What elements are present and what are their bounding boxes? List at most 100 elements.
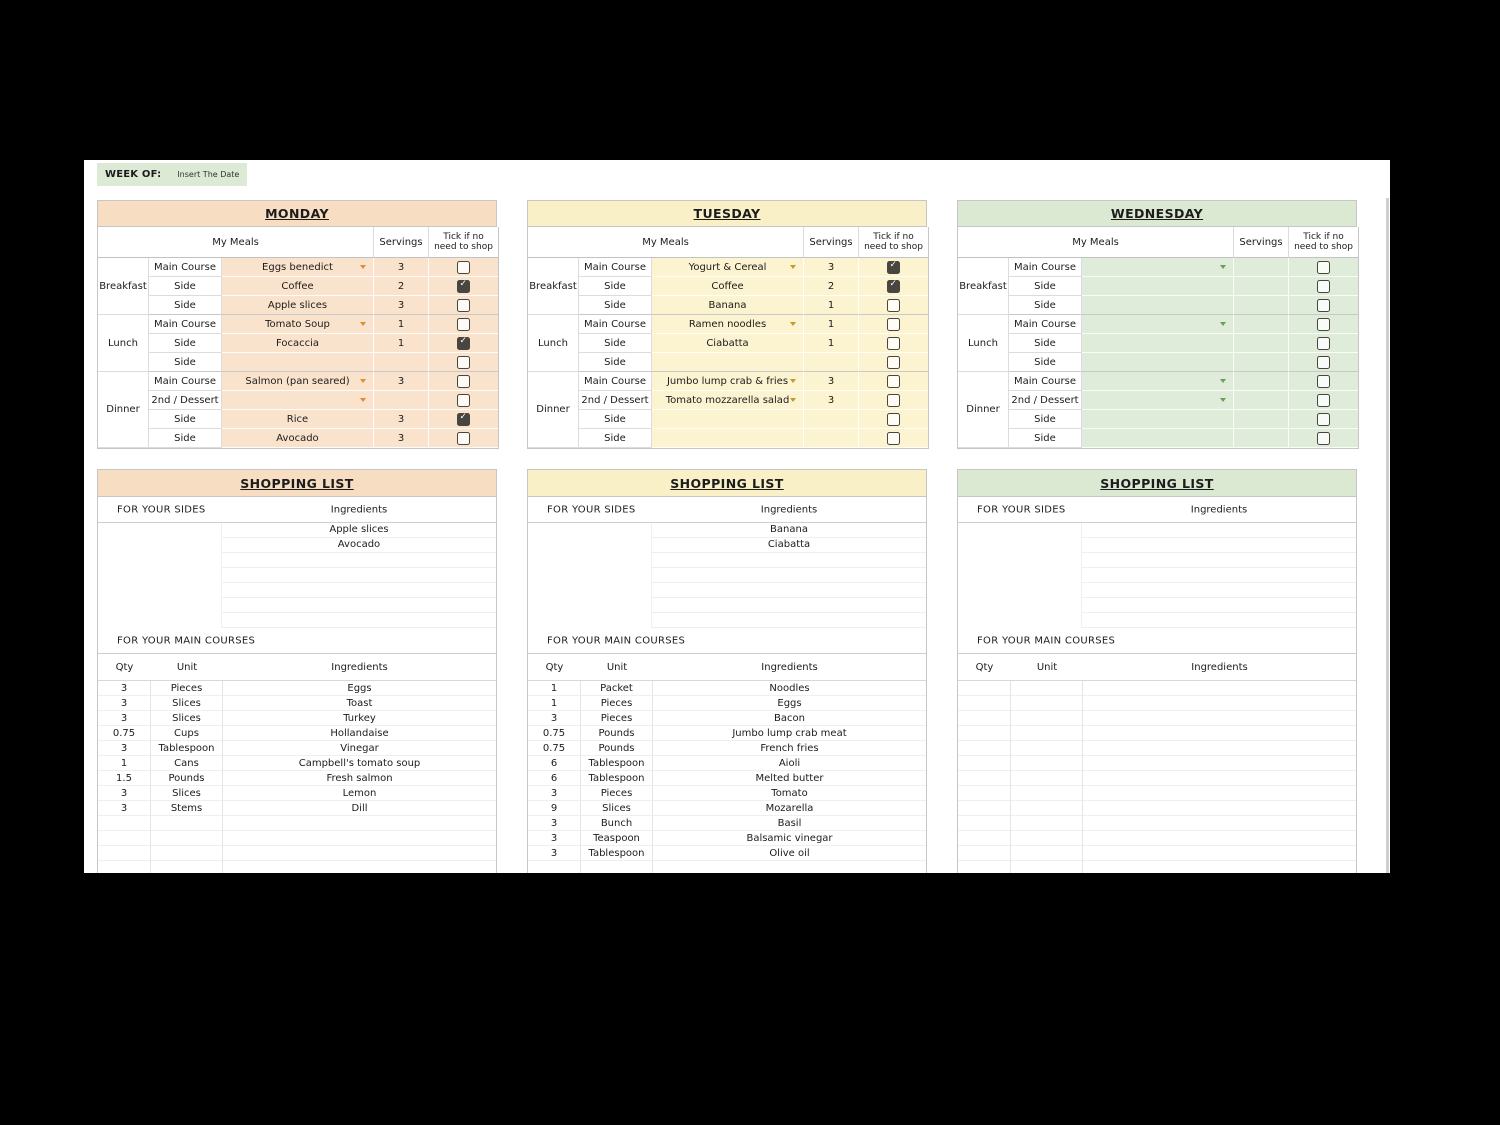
side-ingredient-cell[interactable] xyxy=(652,553,926,568)
side-ingredient-cell[interactable] xyxy=(1082,538,1356,553)
checkbox[interactable] xyxy=(1317,393,1330,407)
meal-select[interactable]: Salmon (pan seared) xyxy=(222,372,374,391)
checkbox[interactable] xyxy=(1317,374,1330,388)
dropdown-arrow-icon[interactable] xyxy=(790,398,796,402)
side-ingredient-cell[interactable]: Avocado xyxy=(222,538,496,553)
checkbox[interactable] xyxy=(457,431,470,445)
side-ingredient-cell[interactable] xyxy=(222,598,496,613)
checkbox[interactable] xyxy=(887,412,900,426)
checkbox[interactable] xyxy=(457,355,470,369)
meal-select[interactable]: Banana xyxy=(652,296,804,315)
checkbox[interactable] xyxy=(457,279,470,293)
meal-select[interactable]: Rice xyxy=(222,410,374,429)
side-ingredient-cell[interactable] xyxy=(652,598,926,613)
meal-select[interactable]: Focaccia xyxy=(222,334,374,353)
meal-select[interactable] xyxy=(1082,372,1234,391)
side-ingredient-cell[interactable] xyxy=(222,553,496,568)
servings-cell[interactable]: 3 xyxy=(374,429,429,448)
servings-cell[interactable]: 2 xyxy=(804,277,859,296)
meal-select[interactable]: Ciabatta xyxy=(652,334,804,353)
servings-cell[interactable] xyxy=(1234,410,1289,429)
checkbox[interactable] xyxy=(887,336,900,350)
meal-select[interactable]: Avocado xyxy=(222,429,374,448)
meal-select[interactable]: Jumbo lump crab & fries xyxy=(652,372,804,391)
side-ingredient-cell[interactable] xyxy=(1082,568,1356,583)
side-ingredient-cell[interactable] xyxy=(1082,553,1356,568)
meal-select[interactable]: Tomato Soup xyxy=(222,315,374,334)
checkbox[interactable] xyxy=(1317,355,1330,369)
dropdown-arrow-icon[interactable] xyxy=(1220,265,1226,269)
checkbox[interactable] xyxy=(457,412,470,426)
servings-cell[interactable] xyxy=(1234,258,1289,277)
week-of-date-field[interactable]: Insert The Date xyxy=(177,170,240,179)
checkbox[interactable] xyxy=(1317,298,1330,312)
meal-select[interactable] xyxy=(1082,277,1234,296)
meal-select[interactable] xyxy=(222,391,374,410)
checkbox[interactable] xyxy=(1317,317,1330,331)
scrollbar[interactable] xyxy=(1386,198,1389,873)
servings-cell[interactable]: 3 xyxy=(374,296,429,315)
checkbox[interactable] xyxy=(1317,260,1330,274)
checkbox[interactable] xyxy=(887,393,900,407)
dropdown-arrow-icon[interactable] xyxy=(360,322,366,326)
servings-cell[interactable] xyxy=(804,410,859,429)
dropdown-arrow-icon[interactable] xyxy=(790,265,796,269)
side-ingredient-cell[interactable] xyxy=(222,613,496,628)
servings-cell[interactable]: 3 xyxy=(374,410,429,429)
servings-cell[interactable]: 1 xyxy=(374,334,429,353)
dropdown-arrow-icon[interactable] xyxy=(1220,398,1226,402)
checkbox[interactable] xyxy=(887,431,900,445)
servings-cell[interactable] xyxy=(1234,296,1289,315)
meal-select[interactable]: Coffee xyxy=(652,277,804,296)
meal-select[interactable] xyxy=(1082,334,1234,353)
servings-cell[interactable] xyxy=(1234,334,1289,353)
servings-cell[interactable]: 3 xyxy=(374,258,429,277)
meal-select[interactable]: Apple slices xyxy=(222,296,374,315)
meal-select[interactable]: Ramen noodles xyxy=(652,315,804,334)
side-ingredient-cell[interactable]: Ciabatta xyxy=(652,538,926,553)
dropdown-arrow-icon[interactable] xyxy=(1220,379,1226,383)
servings-cell[interactable] xyxy=(1234,391,1289,410)
meal-select[interactable] xyxy=(1082,391,1234,410)
checkbox[interactable] xyxy=(457,393,470,407)
meal-select[interactable]: Tomato mozzarella salad xyxy=(652,391,804,410)
checkbox[interactable] xyxy=(887,355,900,369)
servings-cell[interactable]: 1 xyxy=(804,296,859,315)
checkbox[interactable] xyxy=(457,260,470,274)
servings-cell[interactable] xyxy=(374,391,429,410)
dropdown-arrow-icon[interactable] xyxy=(1220,322,1226,326)
servings-cell[interactable] xyxy=(374,353,429,372)
servings-cell[interactable] xyxy=(804,353,859,372)
checkbox[interactable] xyxy=(457,317,470,331)
meal-select[interactable]: Yogurt & Cereal xyxy=(652,258,804,277)
dropdown-arrow-icon[interactable] xyxy=(360,379,366,383)
side-ingredient-cell[interactable]: Apple slices xyxy=(222,523,496,538)
side-ingredient-cell[interactable] xyxy=(222,568,496,583)
meal-select[interactable] xyxy=(1082,315,1234,334)
servings-cell[interactable]: 3 xyxy=(804,372,859,391)
servings-cell[interactable] xyxy=(1234,372,1289,391)
checkbox[interactable] xyxy=(887,298,900,312)
checkbox[interactable] xyxy=(887,374,900,388)
meal-select[interactable] xyxy=(652,429,804,448)
servings-cell[interactable]: 3 xyxy=(804,258,859,277)
meal-select[interactable] xyxy=(1082,429,1234,448)
dropdown-arrow-icon[interactable] xyxy=(790,322,796,326)
dropdown-arrow-icon[interactable] xyxy=(360,398,366,402)
checkbox[interactable] xyxy=(1317,279,1330,293)
servings-cell[interactable]: 2 xyxy=(374,277,429,296)
meal-select[interactable] xyxy=(1082,353,1234,372)
servings-cell[interactable] xyxy=(1234,277,1289,296)
meal-select[interactable] xyxy=(222,353,374,372)
checkbox[interactable] xyxy=(1317,431,1330,445)
meal-select[interactable]: Eggs benedict xyxy=(222,258,374,277)
servings-cell[interactable]: 1 xyxy=(804,334,859,353)
meal-select[interactable] xyxy=(1082,410,1234,429)
meal-select[interactable]: Coffee xyxy=(222,277,374,296)
meal-select[interactable] xyxy=(652,353,804,372)
meal-select[interactable] xyxy=(652,410,804,429)
servings-cell[interactable] xyxy=(804,429,859,448)
servings-cell[interactable]: 3 xyxy=(804,391,859,410)
side-ingredient-cell[interactable] xyxy=(1082,613,1356,628)
side-ingredient-cell[interactable] xyxy=(652,568,926,583)
